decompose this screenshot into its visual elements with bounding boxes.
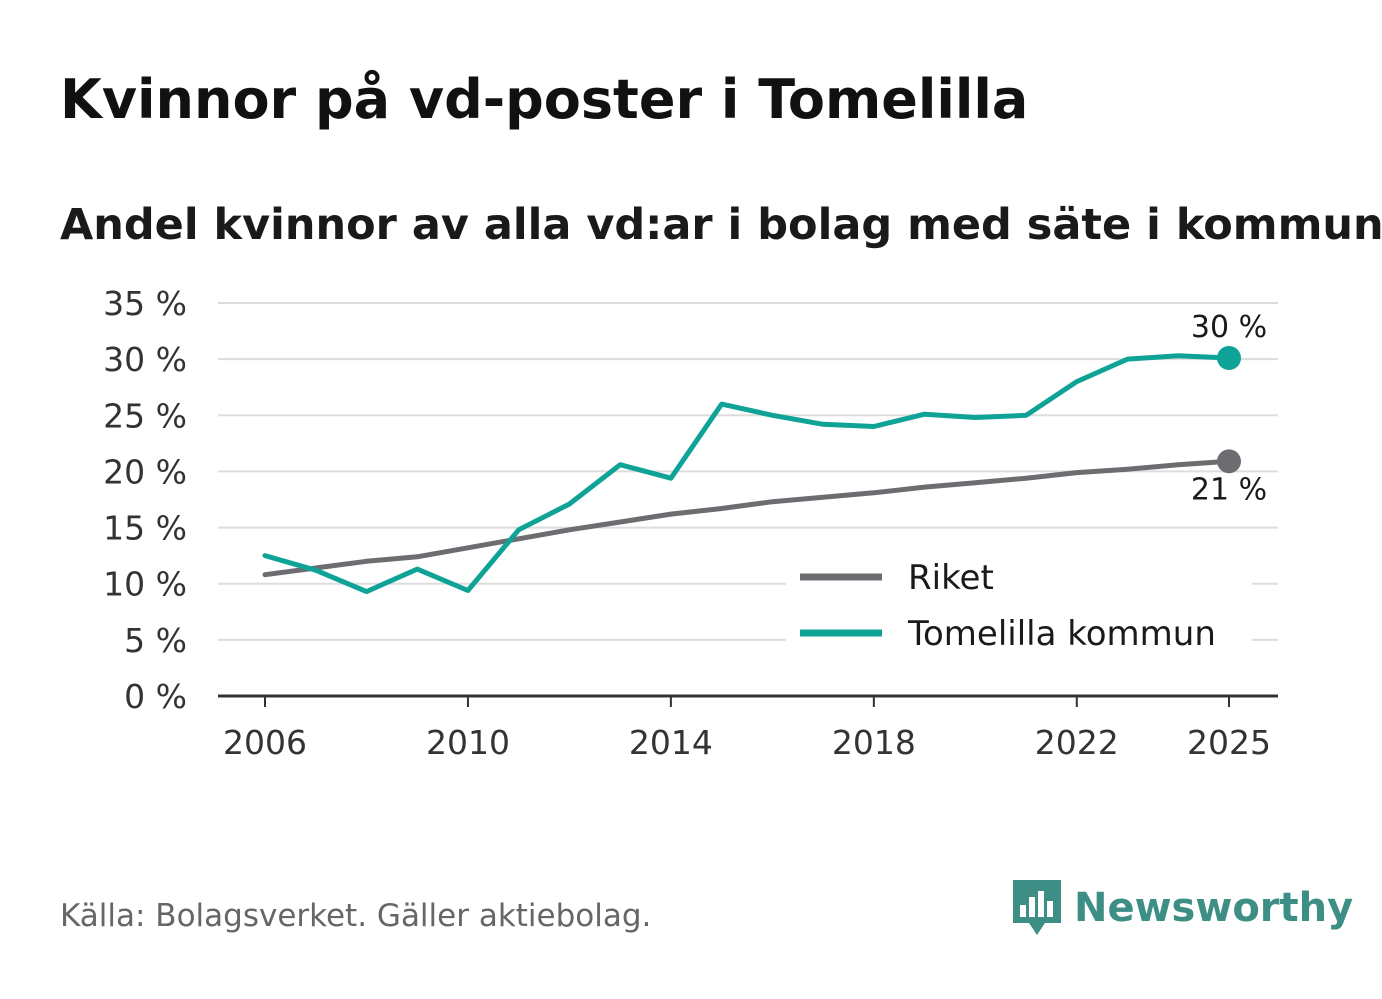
- y-tick-label: 35 %: [103, 284, 187, 323]
- y-tick-label: 0 %: [124, 677, 187, 716]
- y-tick-label: 30 %: [103, 340, 187, 379]
- legend-label: Tomelilla kommun: [907, 614, 1216, 654]
- y-tick-label: 20 %: [103, 452, 187, 491]
- newsworthy-logo-icon: [1013, 880, 1061, 935]
- y-tick-label: 15 %: [103, 509, 187, 548]
- y-tick-label: 5 %: [124, 621, 187, 660]
- legend-box: [786, 545, 1252, 667]
- end-point-tomelilla-kommun: [1217, 346, 1241, 371]
- legend-label: Riket: [908, 558, 994, 598]
- x-tick-label: 2014: [629, 723, 713, 762]
- end-value-label: 21 %: [1191, 472, 1267, 507]
- brand-name: Newsworthy: [1074, 885, 1354, 931]
- chart-title: Kvinnor på vd-poster i Tomelilla: [60, 68, 1029, 131]
- series-line-tomelilla-kommun: [262, 353, 1232, 595]
- chart-subtitle: Andel kvinnor av alla vd:ar i bolag med …: [60, 200, 1382, 250]
- end-value-label: 30 %: [1191, 310, 1267, 345]
- y-tick-label: 25 %: [103, 396, 187, 435]
- series-line-riket: [262, 458, 1232, 578]
- x-tick-label: 2018: [832, 723, 916, 762]
- x-tick-label: 2006: [223, 723, 307, 762]
- x-tick-label: 2025: [1187, 723, 1271, 762]
- newsworthy-logo: Newsworthy: [1010, 878, 1353, 938]
- x-tick-label: 2010: [426, 723, 510, 762]
- x-tick-label: 2022: [1035, 723, 1119, 762]
- y-tick-label: 10 %: [103, 565, 187, 604]
- end-point-riket: [1217, 449, 1241, 474]
- source-note: Källa: Bolagsverket. Gäller aktiebolag.: [60, 898, 652, 934]
